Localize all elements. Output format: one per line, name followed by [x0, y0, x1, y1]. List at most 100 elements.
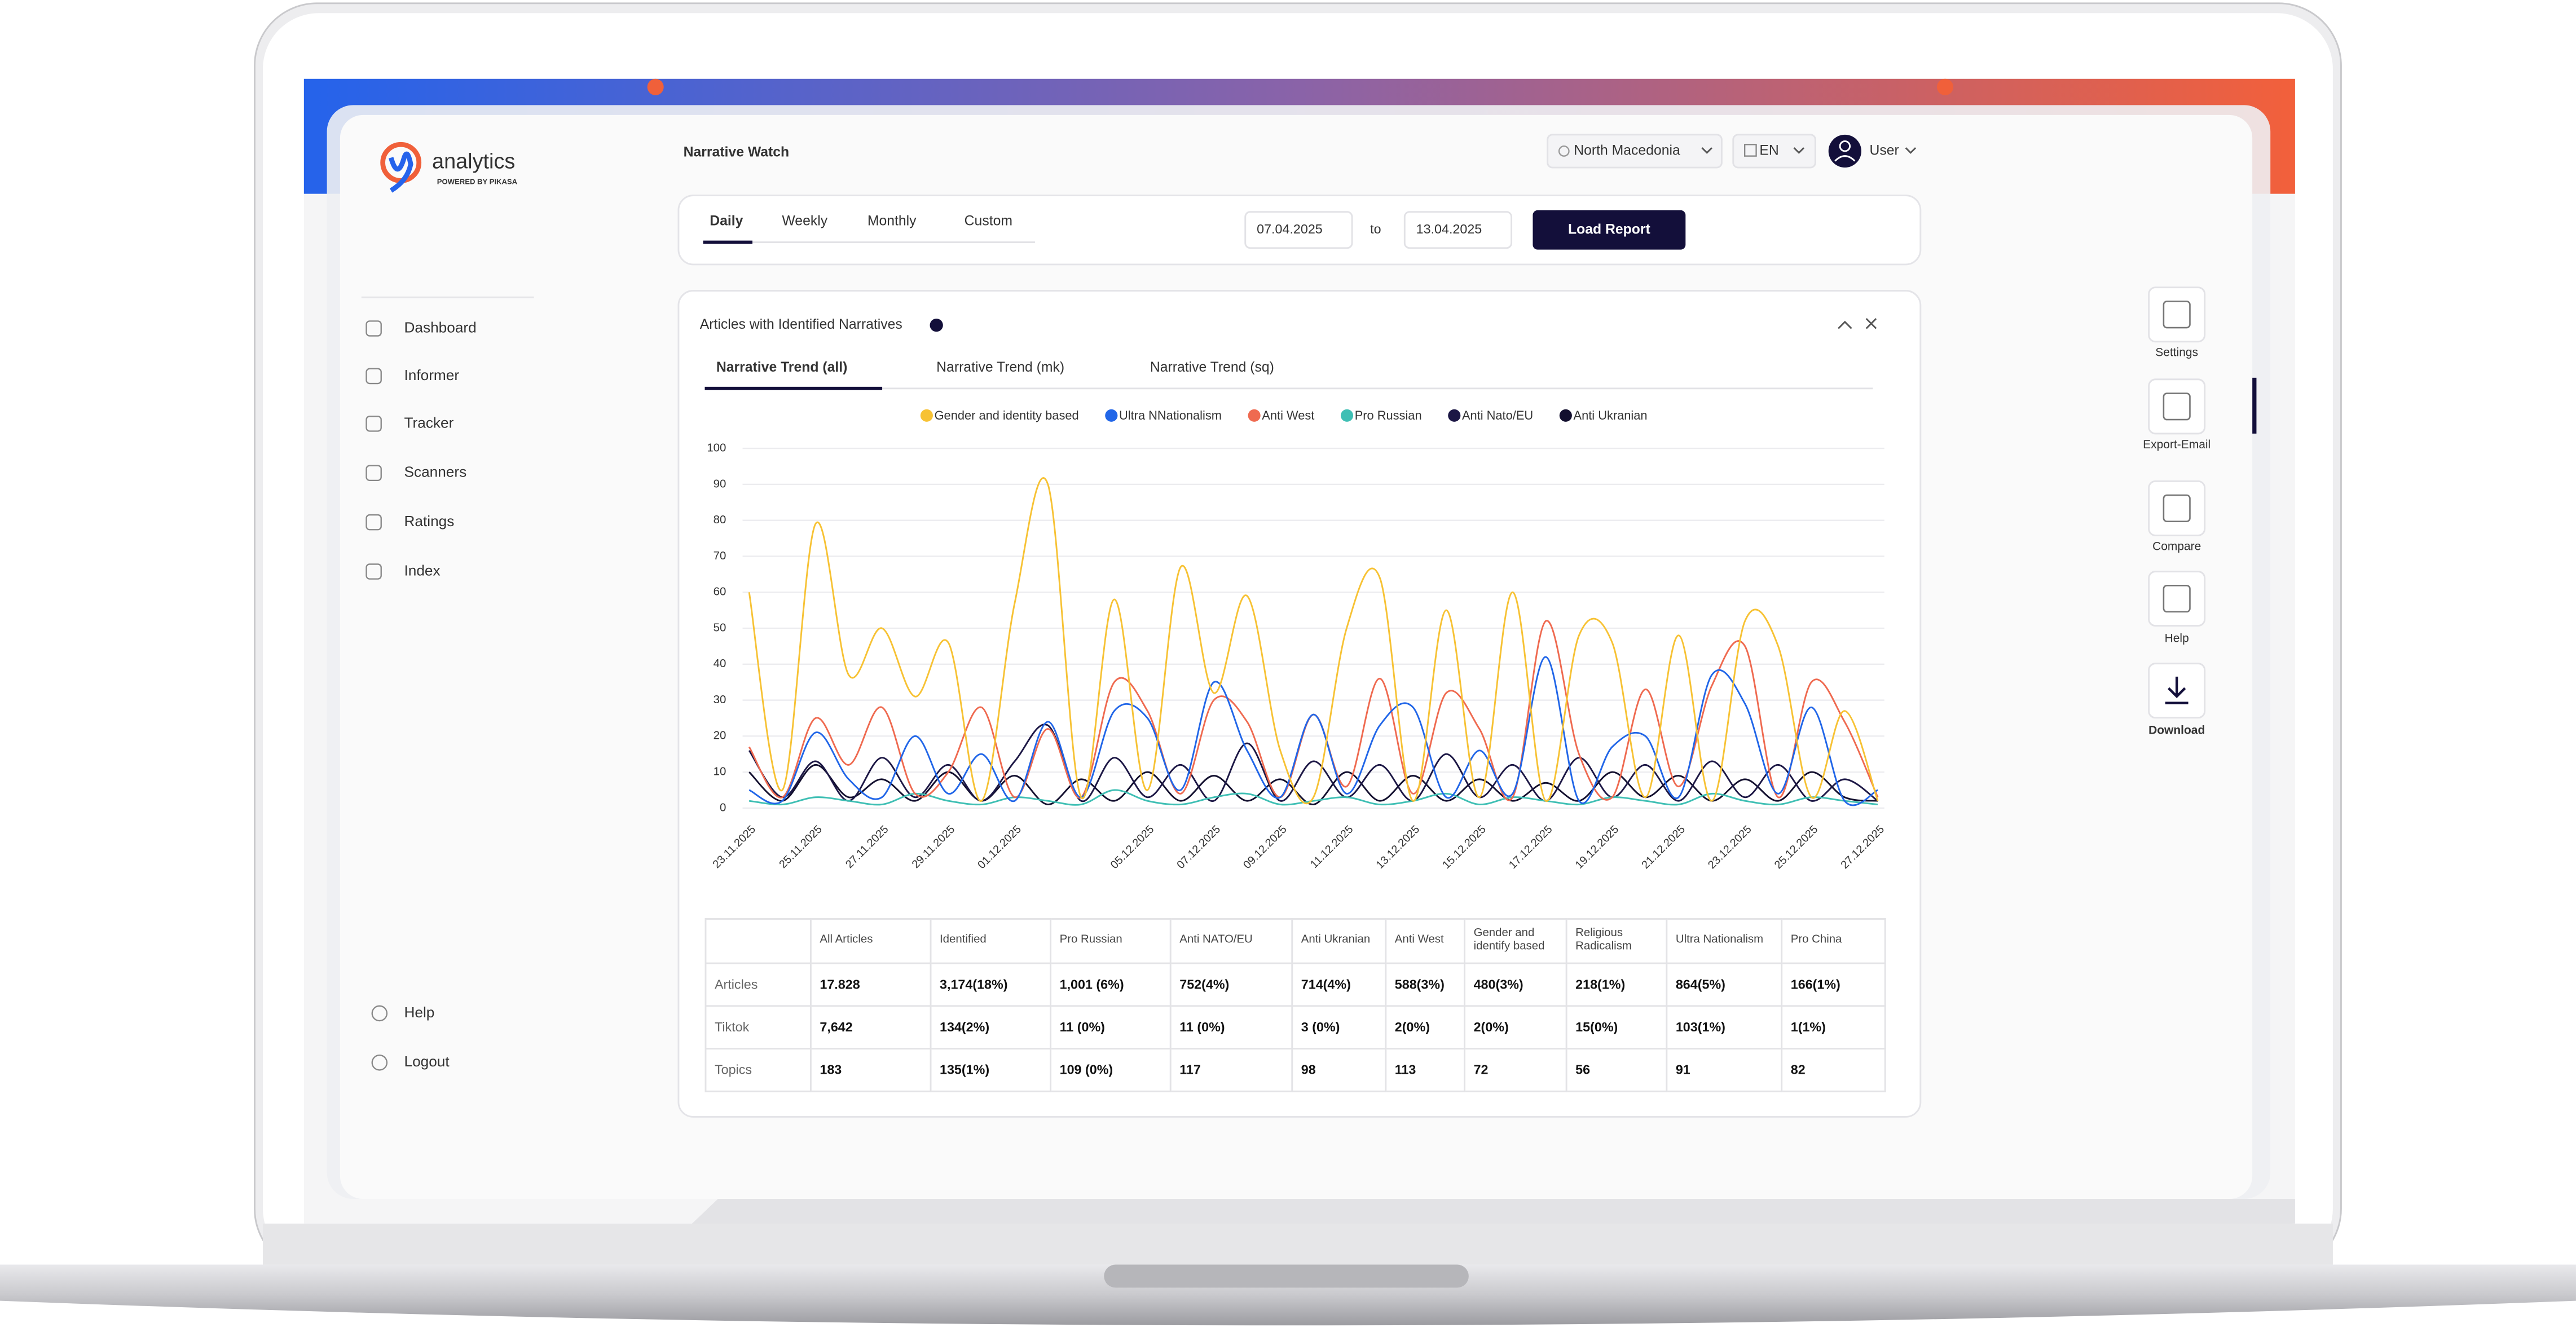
- table-cell: 183: [809, 1048, 932, 1092]
- nav-icon: [366, 465, 382, 482]
- date-input[interactable]: [1244, 211, 1353, 249]
- band-dot: [1936, 78, 1954, 95]
- legend-label[interactable]: Ultra NNationalism: [1119, 408, 1222, 422]
- table-cell: 7,642: [809, 1005, 932, 1050]
- legend-label[interactable]: Gender and identity based: [935, 408, 1079, 422]
- nav-icon: [366, 514, 382, 531]
- chart-tab[interactable]: Narrative Trend (all): [716, 360, 847, 375]
- tool-label: Settings: [2155, 346, 2198, 359]
- tool-icon: [2163, 301, 2191, 329]
- legend-label[interactable]: Anti Nato/EU: [1462, 408, 1533, 422]
- series-line: [748, 724, 1878, 802]
- language: EN: [1759, 143, 1778, 158]
- table-cell: 91: [1666, 1048, 1783, 1092]
- nav-icon: [366, 416, 382, 432]
- period-tab[interactable]: Daily: [710, 214, 743, 229]
- table-row: Articles 17.828 3,174(18%) 1,001 (6%) 752(4%…: [704, 962, 1886, 1007]
- chin: [263, 1223, 2333, 1265]
- legend-label[interactable]: Anti West: [1262, 408, 1314, 422]
- chart-tab[interactable]: Narrative Trend (sq): [1150, 360, 1274, 375]
- tool-button[interactable]: [2148, 378, 2206, 435]
- tool-button[interactable]: [2148, 480, 2206, 536]
- table-cell: 56: [1565, 1048, 1668, 1092]
- table-cell: 588(3%): [1385, 962, 1466, 1007]
- collapse-icon[interactable]: [1838, 320, 1852, 329]
- language-select[interactable]: [1732, 134, 1816, 169]
- nav-item[interactable]: Informer: [404, 367, 459, 383]
- table-row: Tiktok 7,642 134(2%) 11 (0%) 11 (0%) 3 (0%) 2(…: [704, 1005, 1886, 1050]
- load-button[interactable]: [1533, 210, 1686, 250]
- panel-card: [677, 290, 1922, 1118]
- nav-item[interactable]: Scanners: [404, 464, 466, 480]
- header-row: All Articles Identified Pro Russian Anti NA…: [704, 918, 1886, 964]
- info-icon[interactable]: [930, 319, 943, 332]
- table-cell: 2(0%): [1464, 1005, 1567, 1050]
- base-notch: [1104, 1264, 1469, 1288]
- series-line: [748, 620, 1879, 801]
- avatar-icon: [1834, 155, 1856, 162]
- legend-marker: [1248, 409, 1261, 422]
- chevron: [1793, 147, 1805, 154]
- series-line: [748, 477, 1879, 805]
- row-label: Topics: [704, 1048, 812, 1092]
- tool-button[interactable]: [2148, 286, 2206, 343]
- table-cell: 15(0%): [1565, 1005, 1668, 1050]
- tool-button[interactable]: [2148, 571, 2206, 627]
- column-header: All Articles: [809, 918, 932, 964]
- user-name[interactable]: User: [1870, 143, 1899, 158]
- legend-label[interactable]: Pro Russian: [1355, 408, 1422, 422]
- lang-icon: [1744, 144, 1757, 157]
- legend-label[interactable]: Anti Ukranian: [1574, 408, 1648, 422]
- date-from: 07.04.2025: [1257, 222, 1323, 236]
- y-tick-label: 60: [714, 586, 726, 598]
- close-icon[interactable]: [1865, 317, 1877, 329]
- page-title: Narrative Watch: [684, 144, 790, 160]
- y-tick-label: 90: [714, 478, 726, 490]
- stats-table-wrap: All Articles Identified Pro Russian Anti NA…: [704, 918, 1886, 1092]
- period-tab[interactable]: Weekly: [782, 214, 827, 229]
- nav-icon: [366, 563, 382, 580]
- laptop-base: [0, 1264, 2576, 1326]
- legend-marker: [1340, 409, 1354, 422]
- table-cell: 864(5%): [1666, 962, 1783, 1007]
- logo-sub: POWERED BY PIKASA: [437, 178, 518, 186]
- table-cell: 11 (0%): [1169, 1005, 1293, 1050]
- nav-item[interactable]: Logout: [404, 1053, 450, 1070]
- nav-item[interactable]: Index: [404, 562, 440, 579]
- logo: [380, 142, 422, 193]
- y-tick-label: 40: [714, 658, 726, 670]
- band-dot: [647, 78, 664, 95]
- table-cell: 135(1%): [930, 1048, 1052, 1092]
- table-cell: 714(4%): [1291, 962, 1387, 1007]
- country-select[interactable]: [1547, 134, 1723, 169]
- date-to: 13.04.2025: [1416, 222, 1482, 236]
- column-header: Pro Russian: [1050, 918, 1172, 964]
- nav-item[interactable]: Tracker: [404, 414, 453, 431]
- date-input[interactable]: [1403, 211, 1513, 249]
- load-button-label: Load Report: [1568, 222, 1650, 237]
- nav-icon: [371, 1005, 388, 1022]
- tool-label: Help: [2165, 632, 2189, 645]
- tool-label: Download: [2148, 724, 2205, 737]
- avatar-icon: [1839, 140, 1851, 152]
- chart-tab[interactable]: Narrative Trend (mk): [936, 360, 1064, 375]
- table-cell: 113: [1385, 1048, 1466, 1092]
- nav-item[interactable]: Ratings: [404, 513, 454, 530]
- period-tab[interactable]: Monthly: [868, 214, 917, 229]
- nav-item[interactable]: Dashboard: [404, 319, 476, 336]
- table-cell: 1(1%): [1781, 1005, 1886, 1050]
- table-cell: 72: [1464, 1048, 1567, 1092]
- table-cell: 2(0%): [1385, 1005, 1466, 1050]
- nav-icon: [366, 320, 382, 337]
- row-label: Articles: [704, 962, 812, 1007]
- tool-icon: [2163, 494, 2191, 522]
- table-cell: 480(3%): [1464, 962, 1567, 1007]
- period-tab[interactable]: Custom: [965, 214, 1012, 229]
- panel-title: Articles with Identified Narratives: [700, 317, 902, 332]
- y-tick-label: 30: [714, 694, 726, 706]
- y-tick-label: 20: [714, 730, 726, 742]
- y-tick-label: 70: [714, 550, 726, 562]
- nav-item[interactable]: Help: [404, 1004, 434, 1021]
